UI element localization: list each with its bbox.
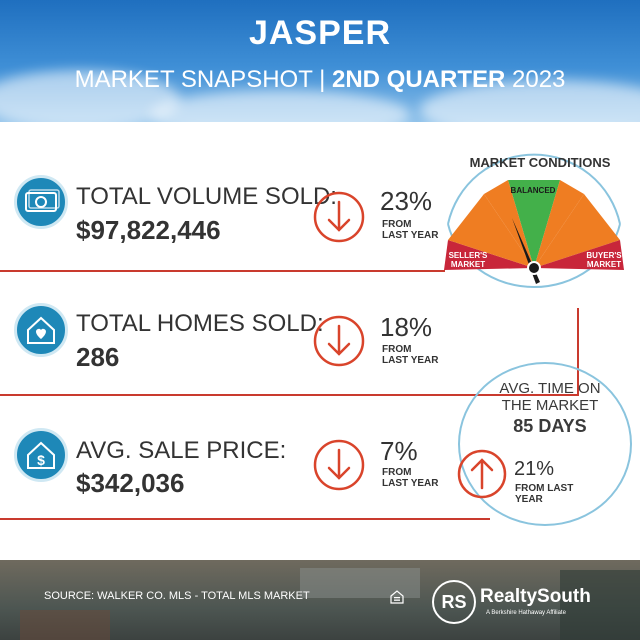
gauge-label-buyers: BUYER'S MARKET bbox=[586, 251, 622, 269]
gauge-segment-buyers bbox=[534, 240, 624, 270]
market-conditions-gauge bbox=[436, 140, 632, 310]
avg-time-circle bbox=[458, 362, 632, 526]
gauge-segment-sellers bbox=[444, 240, 534, 270]
avg-time-block: AVG. TIME ON THE MARKET 85 DAYS bbox=[480, 380, 620, 437]
page-title: JASPER bbox=[248, 14, 392, 52]
avg-time-label-line1: AVG. TIME ON bbox=[499, 380, 601, 397]
row2-divider bbox=[0, 394, 579, 396]
arrow-down-icon bbox=[312, 190, 366, 244]
volume-sold-value: $97,822,446 bbox=[76, 215, 221, 245]
brand-tagline: A Berkshire Hathaway Affiliate bbox=[486, 610, 566, 616]
volume-change-caption: FROM LAST YEAR bbox=[382, 219, 439, 241]
homes-sold-value: 286 bbox=[76, 342, 120, 372]
volume-change-percent: 23% bbox=[380, 186, 433, 216]
volume-sold-label: TOTAL VOLUME SOLD: bbox=[76, 183, 337, 210]
arrow-down-icon bbox=[312, 438, 366, 492]
homes-change-caption: FROM LAST YEAR bbox=[382, 344, 439, 366]
avg-price-label: AVG. SALE PRICE: bbox=[76, 437, 287, 464]
avg-time-label-line2: THE MARKET bbox=[501, 397, 599, 414]
arrow-up-icon bbox=[456, 448, 508, 500]
footer-banner: SOURCE: WALKER CO. MLS - TOTAL MLS MARKE… bbox=[0, 560, 640, 640]
house-heart-icon bbox=[14, 303, 68, 357]
avg-time-change-caption: FROM LAST YEAR bbox=[515, 483, 574, 505]
brand-logo: RS bbox=[432, 580, 476, 624]
source-note: SOURCE: WALKER CO. MLS - TOTAL MLS MARKE… bbox=[44, 590, 310, 602]
avg-price-value: $342,036 bbox=[76, 468, 185, 498]
brand-name: RealtySouth bbox=[480, 586, 591, 607]
equal-housing-icon bbox=[390, 590, 404, 604]
row2-right-connector bbox=[577, 308, 579, 395]
header-banner: JASPER MARKET SNAPSHOT | 2ND QUARTER 202… bbox=[0, 0, 640, 122]
page-subtitle: MARKET SNAPSHOT | 2ND QUARTER 2023 bbox=[74, 66, 566, 93]
homes-change-percent: 18% bbox=[380, 312, 433, 342]
row3-divider bbox=[0, 518, 490, 520]
arrow-down-icon bbox=[312, 314, 366, 368]
avg-time-value: 85 DAYS bbox=[513, 416, 587, 436]
price-change-percent: 7% bbox=[380, 436, 418, 466]
gauge-segment-seller-lean bbox=[448, 194, 534, 268]
gauge-title: MARKET CONDITIONS bbox=[469, 155, 611, 170]
gauge-label-sellers: SELLER'S MARKET bbox=[448, 251, 488, 269]
money-icon bbox=[14, 175, 68, 229]
avg-time-change-percent: 21% bbox=[514, 458, 555, 480]
house-dollar-icon: $ bbox=[14, 428, 68, 482]
homes-sold-label: TOTAL HOMES SOLD: bbox=[76, 310, 324, 337]
svg-text:$: $ bbox=[37, 452, 45, 468]
gauge-segment-balanced bbox=[508, 180, 560, 268]
row1-divider bbox=[0, 270, 445, 272]
price-change-caption: FROM LAST YEAR bbox=[382, 467, 439, 489]
gauge-segment-buyer-lean bbox=[534, 194, 620, 268]
gauge-label-balanced: BALANCED bbox=[510, 186, 556, 195]
